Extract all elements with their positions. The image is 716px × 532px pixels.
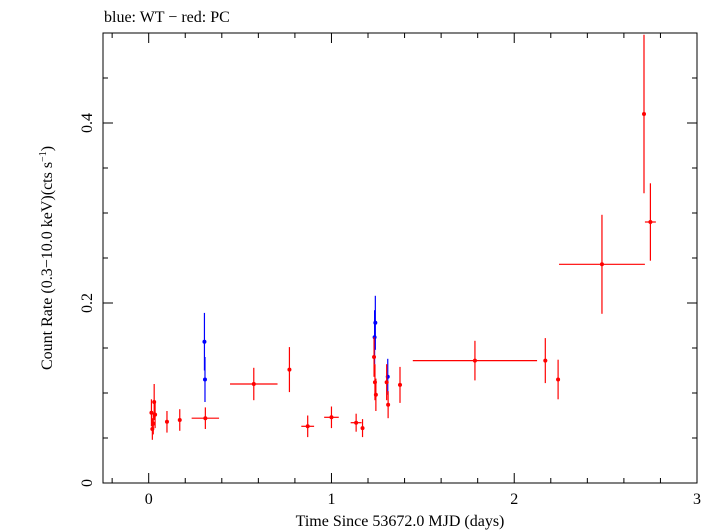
data-point — [287, 367, 292, 372]
x-tick-label: 3 — [693, 491, 701, 508]
data-point — [386, 402, 391, 407]
data-point — [149, 410, 154, 415]
y-tick-label: 0.4 — [79, 113, 96, 133]
data-point — [151, 421, 156, 426]
x-tick-labels: 0 1 2 3 — [145, 491, 701, 508]
data-point — [203, 416, 208, 421]
x-axis-label: Time Since 53672.0 MJD (days) — [296, 513, 505, 530]
data-point — [153, 412, 158, 417]
x-tick-label: 0 — [145, 491, 153, 508]
series-1 — [149, 34, 656, 440]
data-point — [472, 358, 477, 363]
data-point — [543, 358, 548, 363]
y-tick-label: 0 — [79, 479, 96, 487]
data-point — [384, 380, 389, 385]
data-point — [599, 262, 604, 267]
x-tick-label: 1 — [327, 491, 335, 508]
plot-frame — [102, 32, 698, 484]
data-point — [202, 339, 207, 344]
data-point — [329, 415, 334, 420]
data-point — [177, 418, 182, 422]
data-point — [398, 382, 402, 387]
data-point — [373, 320, 378, 325]
series-0 — [202, 295, 390, 402]
data-point — [648, 220, 653, 224]
data-point — [305, 424, 310, 429]
data-point — [556, 377, 561, 382]
x-tick-label: 2 — [510, 491, 518, 508]
data-point — [202, 377, 207, 382]
data-point — [372, 355, 377, 359]
data-series-group — [149, 34, 656, 440]
data-point — [251, 382, 256, 386]
y-axis-label: Count Rate (0.3−10.0 keV)(cts s−1) — [38, 146, 56, 370]
chart-title: blue: WT − red: PC — [104, 9, 230, 26]
data-point — [641, 112, 646, 116]
y-tick-labels: 0 0.2 0.4 — [79, 113, 96, 487]
x-ticks — [111, 33, 698, 483]
y-axis-label-superscript: −1 — [38, 151, 49, 162]
data-point — [164, 419, 169, 424]
y-axis-label-end: ) — [39, 146, 56, 151]
y-axis-label-main: Count Rate (0.3−10.0 keV)(cts s — [39, 162, 56, 370]
data-point — [373, 392, 378, 397]
data-point — [354, 420, 359, 425]
y-tick-label: 0.2 — [79, 293, 96, 313]
y-ticks — [103, 32, 697, 484]
data-point — [360, 426, 365, 431]
